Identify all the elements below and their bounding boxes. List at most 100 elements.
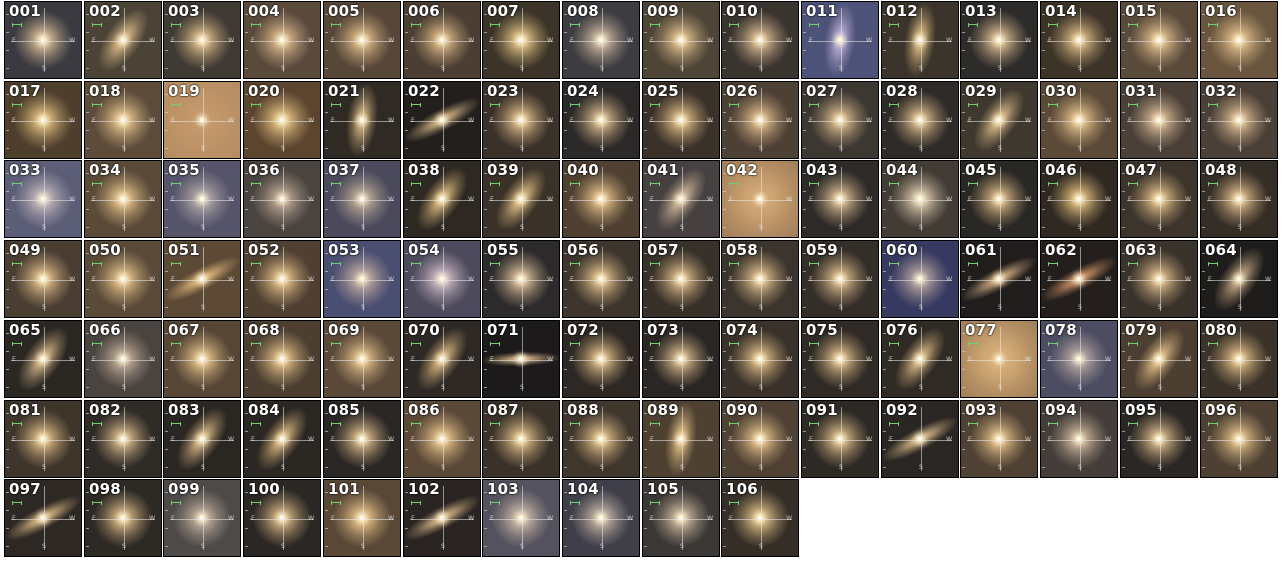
edge-tick: [484, 369, 487, 370]
cutout-number-label: 021: [328, 82, 360, 100]
compass-west-label: W: [786, 515, 792, 522]
edge-tick: [644, 492, 647, 493]
galaxy-cutout: E W S 068: [243, 320, 321, 398]
edge-tick: [723, 227, 726, 228]
galaxy-core: [439, 196, 445, 202]
compass-west-label: W: [946, 117, 952, 124]
galaxy-core: [1076, 276, 1082, 282]
compass-south-label: S: [361, 145, 365, 152]
cutout-number-label: 031: [1125, 82, 1157, 100]
galaxy-core: [1156, 356, 1162, 362]
compass-south-label: S: [759, 224, 763, 231]
crosshair-horizontal: [1207, 360, 1271, 361]
galaxy-core: [996, 356, 1002, 362]
crosshair-vertical: [1000, 8, 1001, 72]
crosshair-vertical: [921, 407, 922, 471]
compass-east-label: E: [650, 436, 654, 443]
galaxy-core: [279, 276, 285, 282]
edge-tick: [1122, 351, 1125, 352]
crosshair-horizontal: [1047, 360, 1111, 361]
compass-south-label: S: [361, 543, 365, 550]
crosshair-vertical: [1000, 88, 1001, 152]
cutout-number-label: 103: [487, 480, 519, 498]
cutout-number-label: 037: [328, 161, 360, 179]
edge-tick: [405, 492, 408, 493]
galaxy-core: [598, 276, 604, 282]
cutout-number-label: 080: [1205, 321, 1237, 339]
edge-tick: [883, 467, 886, 468]
edge-tick: [484, 14, 487, 15]
crosshair-horizontal: [728, 121, 792, 122]
compass-east-label: E: [12, 37, 16, 44]
crosshair-vertical: [682, 88, 683, 152]
edge-tick: [484, 68, 487, 69]
compass-west-label: W: [707, 37, 713, 44]
compass-south-label: S: [1238, 224, 1242, 231]
compass-east-label: E: [490, 117, 494, 124]
galaxy-cutout: E W S 033: [4, 160, 82, 238]
crosshair-vertical: [522, 88, 523, 152]
crosshair-horizontal: [569, 360, 633, 361]
scale-bar: [12, 23, 22, 27]
compass-east-label: E: [490, 356, 494, 363]
edge-tick: [1202, 94, 1205, 95]
galaxy-cutout: E W S 012: [881, 1, 959, 79]
edge-tick: [723, 130, 726, 131]
edge-tick: [165, 387, 168, 388]
crosshair-horizontal: [170, 280, 234, 281]
cutout-number-label: 022: [408, 82, 440, 100]
cutout-number-label: 049: [9, 241, 41, 259]
scale-bar: [1208, 342, 1218, 346]
edge-tick: [883, 369, 886, 370]
edge-tick: [86, 130, 89, 131]
edge-tick: [803, 191, 806, 192]
compass-west-label: W: [228, 356, 234, 363]
edge-tick: [564, 510, 567, 511]
compass-south-label: S: [759, 65, 763, 72]
compass-south-label: S: [998, 65, 1002, 72]
galaxy-core: [1076, 196, 1082, 202]
crosshair-vertical: [921, 247, 922, 311]
crosshair-horizontal: [569, 200, 633, 201]
edge-tick: [165, 112, 168, 113]
edge-tick: [723, 510, 726, 511]
compass-west-label: W: [69, 356, 75, 363]
edge-tick: [644, 413, 647, 414]
crosshair-horizontal: [808, 200, 872, 201]
compass-east-label: E: [1208, 196, 1212, 203]
galaxy-core: [518, 196, 524, 202]
galaxy-cutout: E W S 027: [801, 81, 879, 159]
edge-tick: [962, 130, 965, 131]
edge-tick: [405, 546, 408, 547]
crosshair-horizontal: [250, 200, 314, 201]
galaxy-core: [279, 117, 285, 123]
edge-tick: [803, 227, 806, 228]
compass-east-label: E: [92, 436, 96, 443]
compass-south-label: S: [680, 65, 684, 72]
galaxy-core: [359, 196, 365, 202]
galaxy-cutout: E W S 005: [323, 1, 401, 79]
scale-bar: [171, 23, 181, 27]
crosshair-horizontal: [91, 280, 155, 281]
crosshair-vertical: [283, 247, 284, 311]
edge-tick: [6, 227, 9, 228]
crosshair-vertical: [841, 8, 842, 72]
crosshair-vertical: [602, 407, 603, 471]
compass-east-label: E: [1208, 356, 1212, 363]
edge-tick: [1202, 307, 1205, 308]
crosshair-horizontal: [649, 519, 713, 520]
scale-bar: [1128, 182, 1138, 186]
edge-tick: [883, 173, 886, 174]
edge-tick: [803, 449, 806, 450]
galaxy-cutout: E W S 002: [84, 1, 162, 79]
galaxy-cutout: E W S 016: [1200, 1, 1278, 79]
crosshair-horizontal: [410, 41, 474, 42]
compass-east-label: E: [411, 276, 415, 283]
galaxy-cutout: E W S 022: [403, 81, 481, 159]
scale-bar: [570, 342, 580, 346]
edge-tick: [484, 253, 487, 254]
galaxy-core: [678, 515, 684, 521]
edge-tick: [484, 546, 487, 547]
scale-bar: [411, 501, 421, 505]
cutout-number-label: 060: [886, 241, 918, 259]
